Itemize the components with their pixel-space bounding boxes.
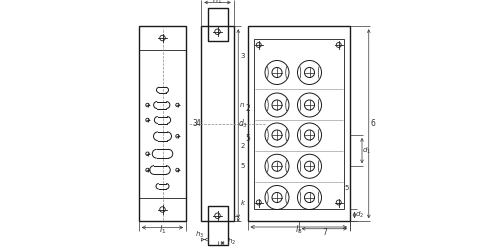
Text: 5: 5 [245,134,250,143]
Bar [201,26,234,221]
Text: $l_8$: $l_8$ [295,224,302,236]
Text: $h_2$: $h_2$ [228,237,236,247]
Text: 2: 2 [245,104,250,113]
Text: $d_1$: $d_1$ [362,146,372,156]
Bar [139,26,186,221]
Text: $d_3$: $d_3$ [238,118,248,130]
Text: k: k [240,200,244,206]
Text: $l_1$: $l_1$ [159,224,166,236]
Text: 5: 5 [240,163,244,169]
Text: $h_3$: $h_3$ [194,230,204,239]
Bar [208,206,228,245]
Text: n: n [240,102,245,108]
Bar [248,26,350,221]
Text: 6: 6 [370,119,375,128]
Bar [254,39,344,209]
Text: 7: 7 [322,228,327,237]
Text: $d_2$: $d_2$ [355,210,364,220]
Text: 3: 3 [192,119,198,128]
Text: 3: 3 [240,53,245,59]
Text: 2: 2 [240,142,244,148]
Text: $h_1$: $h_1$ [212,0,222,6]
Text: 4: 4 [196,119,200,128]
Text: 5: 5 [344,184,349,190]
Bar [208,8,228,41]
